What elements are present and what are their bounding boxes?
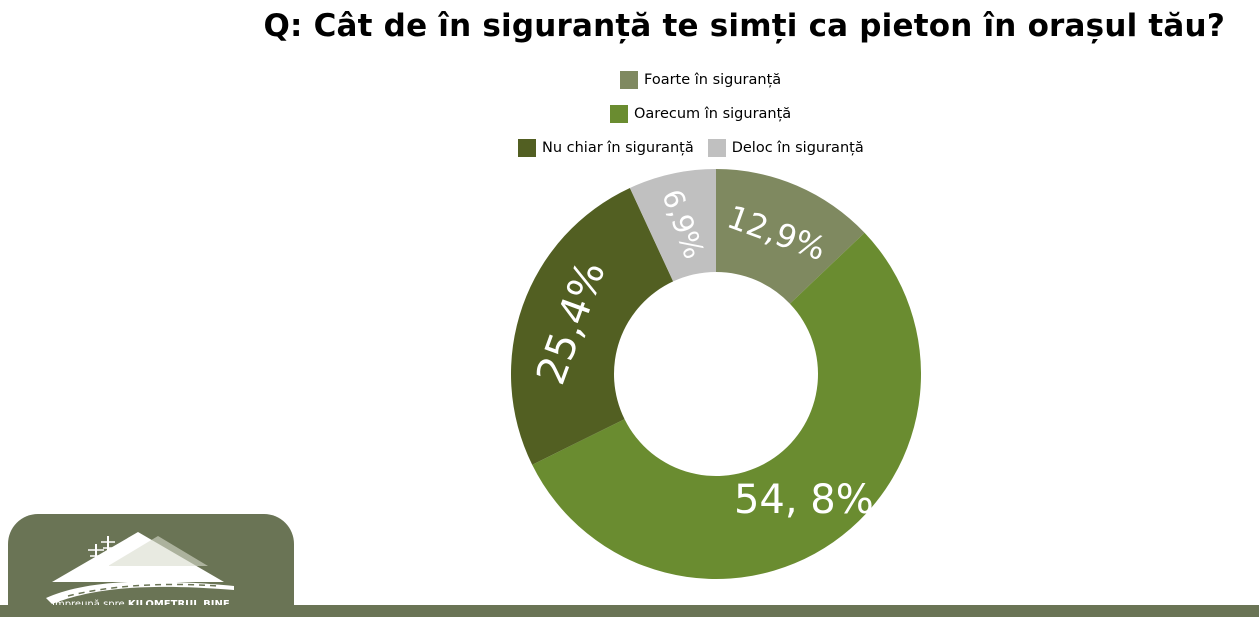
legend-item-deloc: Deloc în siguranță [707, 139, 864, 157]
legend-label-foarte: Foarte în siguranță [644, 72, 782, 88]
logo-text-prefix: Împreună spre [52, 599, 128, 610]
slice-deloc [629, 169, 716, 282]
slice-nu-chiar [511, 187, 674, 465]
legend-label-deloc: Deloc în siguranță [731, 140, 864, 156]
legend-item-foarte: Foarte în siguranță [620, 71, 781, 89]
legend-swatch-deloc [707, 139, 726, 157]
legend-item-oarecum: Oarecum în siguranță [610, 105, 791, 123]
legend-label-oarecum: Oarecum în siguranță [634, 106, 792, 122]
legend-swatch-foarte [620, 71, 638, 89]
legend-row-2: Oarecum în siguranță [610, 105, 791, 123]
logo-text: Împreună spre KILOMETRUL BINE [52, 599, 230, 610]
legend-row-3: Nu chiar în siguranță Deloc în siguranță [518, 139, 864, 157]
logo-panel [8, 514, 294, 617]
logo-text-bold: KILOMETRUL BINE [128, 599, 230, 610]
legend-row-1: Foarte în siguranță [620, 71, 781, 89]
data-label-oarecum: 54, 8% [734, 477, 874, 523]
legend-item-nu-chiar: Nu chiar în siguranță [518, 139, 694, 157]
footer-bar [0, 605, 1259, 617]
mountain-road-logo-icon [46, 532, 234, 604]
legend-swatch-nu-chiar [518, 139, 536, 157]
legend-label-nu-chiar: Nu chiar în siguranță [542, 140, 694, 156]
slice-oarecum [532, 232, 921, 579]
slice-foarte [716, 169, 865, 304]
chart-title: Q: Cât de în siguranță te simți ca pieto… [263, 8, 1225, 44]
legend-swatch-oarecum [610, 105, 628, 123]
